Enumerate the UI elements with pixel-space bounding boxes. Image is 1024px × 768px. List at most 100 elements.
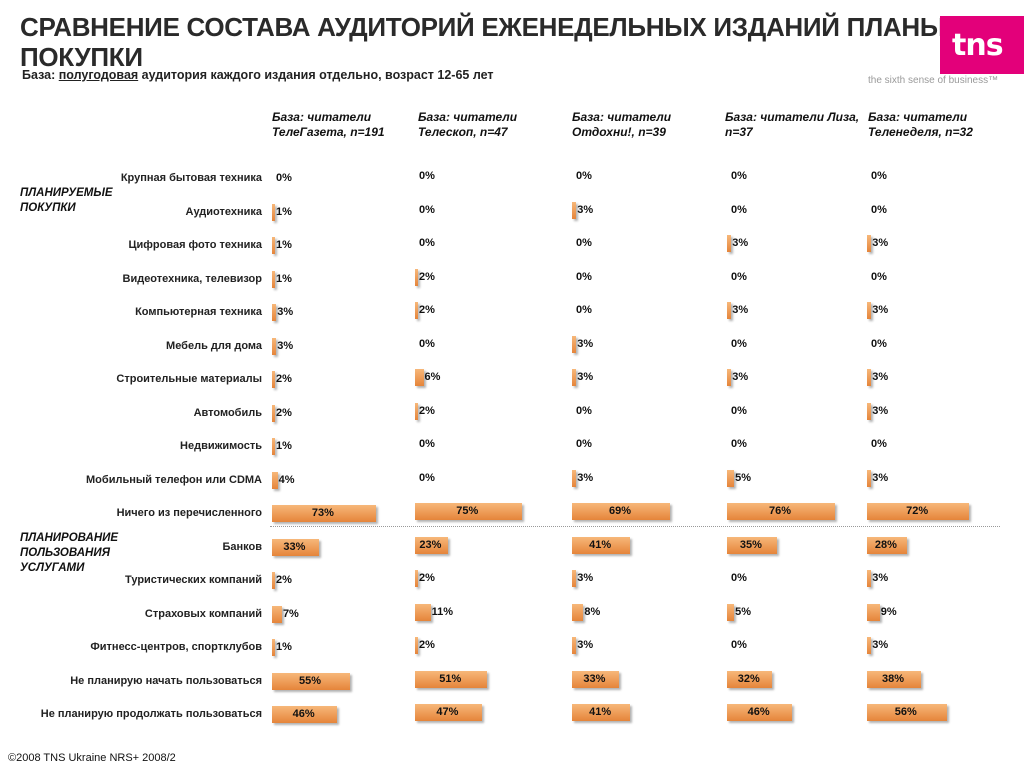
value-label-2-8: 0%: [576, 438, 592, 450]
value-label-0-15: 55%: [299, 674, 322, 687]
bar-4-10: [867, 503, 970, 520]
subtitle-prefix: База:: [22, 68, 59, 82]
value-label-1-0: 0%: [419, 170, 435, 182]
bar-2-6: [572, 369, 577, 386]
value-label-4-15: 38%: [881, 672, 904, 685]
row-label-1: Аудиотехника: [185, 205, 262, 218]
title-line-1: СРАВНЕНИЕ СОСТАВА АУДИТОРИЙ ЕЖЕНЕДЕЛЬНЫХ…: [20, 12, 946, 42]
bar-2-14: [572, 637, 577, 654]
page-title: СРАВНЕНИЕ СОСТАВА АУДИТОРИЙ ЕЖЕНЕДЕЛЬНЫХ…: [20, 12, 1024, 72]
value-label-1-3: 2%: [419, 270, 435, 283]
value-label-3-2: 3%: [732, 237, 749, 249]
row-label-6: Строительные материалы: [116, 373, 262, 385]
bar-4-14: [867, 637, 872, 654]
bar-1-16: [415, 704, 482, 721]
bar-1-10: [415, 503, 522, 520]
value-label-3-15: 32%: [737, 672, 760, 685]
value-label-4-9: 3%: [872, 471, 889, 484]
bar-2-5: [572, 335, 577, 353]
bar-2-13: [572, 603, 584, 621]
bar-3-16: [727, 704, 793, 721]
value-label-0-12: 2%: [276, 574, 292, 586]
value-label-4-6: 3%: [872, 371, 889, 383]
value-label-4-16: 56%: [894, 706, 917, 718]
bar-4-4: [867, 302, 872, 319]
bar-4-16: [867, 704, 947, 721]
bar-0-13: [272, 605, 282, 623]
value-label-4-5: 0%: [871, 337, 887, 350]
value-label-2-0: 0%: [576, 170, 592, 182]
bar-1-15: [415, 670, 488, 688]
subtitle: База: полугодовая аудитория каждого изда…: [22, 68, 494, 82]
bar-3-10: [727, 503, 835, 520]
row-label-9: Мобильный телефон или CDMA: [86, 473, 262, 486]
column-header-2: База: читатели Отдохни!, n=39: [572, 110, 672, 139]
value-label-4-12: 3%: [872, 572, 889, 584]
value-label-4-3: 0%: [871, 270, 887, 283]
value-label-2-2: 0%: [576, 237, 592, 249]
row-label-10: Ничего из перечисленного: [116, 507, 262, 519]
bar-3-11: [727, 536, 777, 554]
value-label-3-3: 0%: [731, 270, 747, 283]
value-label-1-13: 11%: [431, 605, 454, 618]
value-label-2-6: 3%: [577, 371, 594, 383]
bar-0-11: [272, 538, 319, 556]
value-label-0-2: 1%: [276, 239, 292, 251]
bar-2-11: [572, 536, 631, 554]
bar-4-7: [867, 402, 872, 420]
value-label-4-4: 3%: [872, 304, 889, 316]
value-label-3-8: 0%: [731, 438, 747, 450]
bar-0-5: [272, 337, 277, 355]
value-label-1-1: 0%: [419, 203, 435, 216]
row-label-5: Мебель для дома: [166, 339, 262, 352]
value-label-2-11: 41%: [589, 538, 612, 551]
bar-1-7: [415, 402, 418, 420]
bar-0-4: [272, 304, 277, 321]
bar-1-14: [415, 637, 418, 654]
value-label-0-14: 1%: [276, 641, 292, 653]
value-label-4-7: 3%: [872, 404, 889, 417]
section-label-0: ПЛАНИРУЕМЫЕ ПОКУПКИ: [20, 187, 113, 214]
bar-0-9: [272, 471, 278, 489]
column-header-3: База: читатели Лиза, n=37: [725, 110, 860, 139]
value-label-2-7: 0%: [576, 404, 592, 417]
column-header-1: База: читатели Телескоп, n=47: [418, 110, 518, 139]
value-label-2-16: 41%: [589, 706, 612, 718]
value-label-2-10: 69%: [608, 505, 632, 517]
bar-3-2: [727, 235, 732, 252]
section-separator: [270, 526, 1000, 527]
footer-copyright: ©2008 TNS Ukraine NRS+ 2008/2: [8, 752, 176, 764]
row-label-3: Видеотехника, телевизор: [122, 272, 263, 285]
value-label-0-3: 1%: [276, 272, 292, 285]
row-label-2: Цифровая фото техника: [128, 239, 262, 251]
value-label-3-1: 0%: [731, 203, 747, 216]
bar-4-13: [867, 603, 880, 621]
value-label-1-15: 51%: [439, 672, 462, 685]
column-header-0: База: читатели ТелеГазета, n=191: [272, 110, 385, 139]
bar-0-15: [272, 672, 351, 690]
bar-0-6: [272, 371, 275, 388]
row-label-15: Не планирую начать пользоваться: [70, 674, 262, 687]
value-label-1-9: 0%: [419, 471, 435, 484]
bar-3-13: [727, 603, 735, 621]
bar-3-9: [727, 469, 735, 487]
bar-1-3: [415, 268, 418, 286]
bar-2-1: [572, 201, 577, 219]
value-label-3-16: 46%: [747, 706, 770, 718]
bar-4-6: [867, 369, 872, 386]
value-label-1-12: 2%: [419, 572, 435, 584]
row-label-13: Страховых компаний: [144, 607, 262, 620]
bar-2-10: [572, 503, 670, 520]
value-label-2-12: 3%: [577, 572, 594, 584]
value-label-4-0: 0%: [871, 170, 887, 182]
value-label-0-0: 0%: [276, 172, 292, 184]
row-label-0: Крупная бытовая техника: [120, 172, 262, 184]
bar-0-10: [272, 505, 376, 522]
tns-logo: [940, 16, 1024, 74]
bar-4-15: [867, 670, 921, 688]
value-label-4-11: 28%: [874, 538, 897, 551]
value-label-0-1: 1%: [276, 205, 292, 218]
value-label-0-11: 33%: [283, 540, 306, 553]
bar-0-12: [272, 572, 275, 589]
bar-0-7: [272, 404, 275, 422]
